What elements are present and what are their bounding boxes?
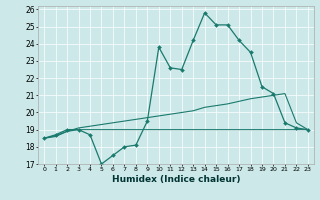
X-axis label: Humidex (Indice chaleur): Humidex (Indice chaleur) bbox=[112, 175, 240, 184]
